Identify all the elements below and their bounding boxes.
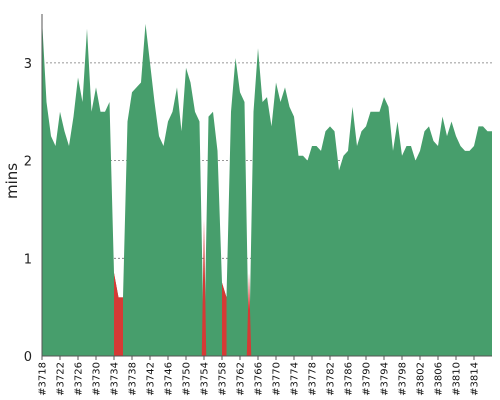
duration-areas: [42, 18, 492, 357]
y-tick-label: 3: [24, 57, 32, 72]
x-tick-label: #3762: [236, 362, 247, 396]
x-tick-label: #3778: [308, 362, 319, 396]
x-tick-label: #3810: [452, 362, 463, 396]
x-tick-label: #3766: [254, 362, 265, 396]
fail-area: [246, 272, 252, 356]
x-tick-label: #3742: [146, 362, 157, 396]
x-tick-label: #3794: [380, 362, 391, 396]
y-tick-labels: 0 1 2 3: [24, 57, 32, 365]
pass-area: [42, 18, 492, 357]
x-tick-label: #3806: [434, 362, 445, 396]
y-tick-label: 1: [24, 252, 32, 267]
x-tick-label: #3770: [272, 362, 283, 396]
y-tick-label: 2: [24, 155, 32, 170]
y-axis-title: mins: [3, 163, 21, 199]
x-tick-label: #3802: [416, 362, 427, 396]
x-tick-label: #3786: [344, 362, 355, 396]
failed-build-areas: [114, 219, 252, 356]
x-tick-label: #3738: [128, 362, 139, 396]
x-tick-label: #3814: [470, 362, 481, 396]
x-tick-label: #3754: [200, 362, 211, 396]
fail-area: [201, 219, 207, 356]
fail-area: [114, 272, 123, 356]
x-tick-label: #3790: [362, 362, 373, 396]
x-tick-label: #3726: [74, 362, 85, 396]
x-tick-label: #3734: [110, 362, 121, 396]
x-tick-label: #3774: [290, 362, 301, 396]
x-tick-labels: #3718 #3722 #3726 #3730 #3734 #3738 #3742 #3746…: [38, 356, 481, 396]
fail-area: [222, 282, 227, 356]
x-tick-label: #3718: [38, 362, 49, 396]
x-tick-label: #3722: [56, 362, 67, 396]
x-tick-label: #3758: [218, 362, 229, 396]
x-tick-label: #3798: [398, 362, 409, 396]
x-tick-label: #3730: [92, 362, 103, 396]
y-tick-label: 0: [24, 350, 32, 365]
x-tick-label: #3746: [164, 362, 175, 396]
x-tick-label: #3750: [182, 362, 193, 396]
x-tick-label: #3782: [326, 362, 337, 396]
